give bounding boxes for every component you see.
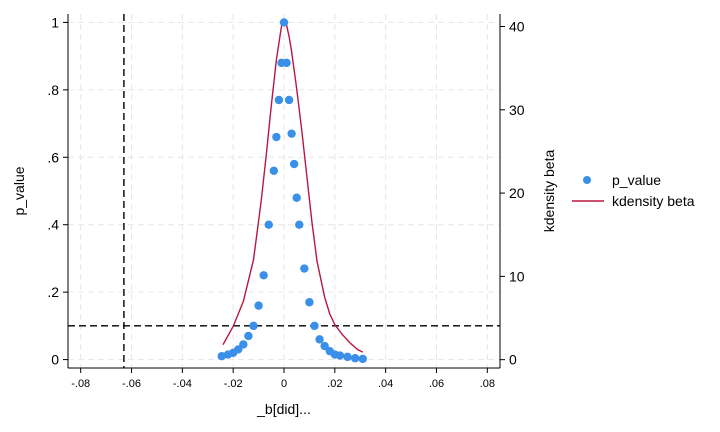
y-left-tick-label: .6 bbox=[47, 149, 59, 165]
x-tick-label: .02 bbox=[327, 378, 342, 390]
p-value-point bbox=[343, 352, 352, 362]
kdensity-line bbox=[222, 18, 364, 353]
p-value-point bbox=[272, 132, 281, 142]
y-left-tick-label: .4 bbox=[47, 217, 59, 233]
x-axis-title: _b[did]... bbox=[256, 401, 311, 417]
p-value-point bbox=[295, 220, 304, 229]
y-left-tick-label: .8 bbox=[47, 82, 59, 98]
y-right-tick-label: 0 bbox=[509, 352, 517, 368]
p-value-point bbox=[269, 166, 279, 175]
x-tick-label: .06 bbox=[429, 378, 444, 390]
p-value-point bbox=[310, 321, 319, 331]
x-tick-label: -.08 bbox=[71, 378, 90, 390]
p-value-point bbox=[239, 340, 248, 349]
p-value-point bbox=[287, 129, 296, 138]
x-tick-label: -.02 bbox=[224, 378, 243, 390]
legend-marker-p-value bbox=[583, 176, 591, 184]
p-value-point bbox=[284, 95, 294, 105]
y-left-tick-label: 1 bbox=[51, 14, 59, 30]
p-value-point bbox=[254, 301, 263, 310]
legend-label-kdensity: kdensity beta bbox=[612, 193, 695, 209]
y-right-tick-label: 10 bbox=[509, 268, 525, 284]
y-right-tick-label: 30 bbox=[509, 102, 525, 118]
p-value-point bbox=[274, 95, 284, 105]
p-value-point bbox=[305, 298, 314, 307]
x-tick-label: .04 bbox=[378, 378, 393, 390]
p-value-point bbox=[300, 264, 309, 273]
p-value-point bbox=[244, 331, 253, 341]
p-value-point bbox=[315, 335, 324, 344]
p-value-point bbox=[282, 58, 291, 68]
p-value-point bbox=[350, 354, 360, 363]
legend-label-p-value: p_value bbox=[612, 172, 661, 188]
x-tick-label: -.06 bbox=[122, 378, 141, 390]
x-tick-label: .08 bbox=[480, 378, 495, 390]
p-value-point bbox=[358, 354, 367, 364]
y-left-tick-label: 0 bbox=[51, 352, 59, 368]
p-value-point bbox=[217, 352, 226, 361]
x-tick-label: 0 bbox=[281, 378, 287, 390]
y-right-tick-label: 20 bbox=[509, 185, 525, 201]
p-value-point bbox=[289, 159, 299, 169]
p-value-point bbox=[292, 193, 301, 202]
x-tick-label: -.04 bbox=[173, 378, 192, 390]
p-value-point bbox=[335, 351, 345, 360]
y-right-axis-title: kdensity beta bbox=[541, 150, 557, 233]
p-value-point bbox=[279, 18, 289, 27]
p-value-point bbox=[264, 220, 273, 229]
p-value-point bbox=[259, 271, 268, 280]
y-right-tick-label: 40 bbox=[509, 18, 525, 34]
y-left-tick-label: .2 bbox=[47, 284, 59, 300]
y-left-axis-title: p_value bbox=[11, 166, 27, 215]
p-value-point bbox=[249, 321, 258, 331]
